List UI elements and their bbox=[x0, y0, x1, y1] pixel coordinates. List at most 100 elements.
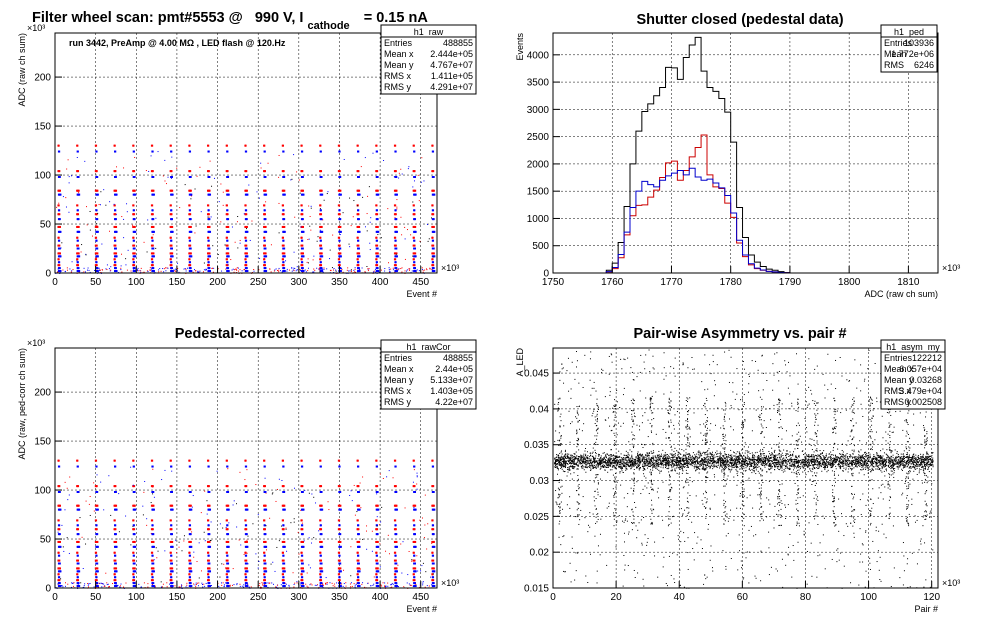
data-point bbox=[431, 269, 433, 271]
data-point bbox=[210, 521, 212, 523]
stats-key: RMS bbox=[884, 60, 904, 70]
data-point bbox=[394, 236, 397, 239]
data-point bbox=[123, 586, 125, 588]
data-point bbox=[189, 150, 192, 153]
data-point bbox=[432, 573, 434, 575]
data-point bbox=[170, 459, 172, 462]
data-point bbox=[170, 554, 173, 557]
data-point bbox=[207, 204, 210, 207]
data-point bbox=[164, 550, 166, 552]
data-point bbox=[190, 195, 192, 197]
data-point bbox=[313, 537, 315, 539]
data-point bbox=[855, 459, 857, 461]
data-point bbox=[278, 176, 280, 178]
data-point bbox=[304, 490, 306, 492]
data-point bbox=[78, 189, 80, 192]
data-point bbox=[183, 540, 185, 542]
data-point bbox=[847, 471, 849, 473]
data-point bbox=[126, 269, 128, 271]
data-point bbox=[333, 267, 335, 269]
data-point bbox=[394, 144, 397, 147]
data-point bbox=[203, 583, 205, 585]
data-point bbox=[147, 583, 149, 585]
data-point bbox=[395, 559, 397, 562]
data-point bbox=[394, 551, 397, 554]
data-point bbox=[121, 271, 123, 273]
data-point bbox=[375, 204, 378, 207]
data-point bbox=[245, 213, 248, 216]
data-point bbox=[293, 270, 295, 272]
data-point bbox=[612, 457, 614, 459]
data-point bbox=[557, 460, 559, 462]
data-point bbox=[736, 470, 738, 472]
data-point bbox=[782, 464, 784, 466]
data-point bbox=[190, 545, 193, 548]
data-point bbox=[199, 270, 201, 272]
data-point bbox=[306, 261, 308, 263]
stats-key: Mean bbox=[884, 49, 907, 59]
data-point bbox=[115, 176, 117, 178]
data-point bbox=[103, 583, 105, 585]
data-point bbox=[384, 582, 386, 584]
data-point bbox=[171, 247, 173, 250]
data-point bbox=[396, 199, 398, 201]
data-point bbox=[754, 452, 756, 454]
data-point bbox=[927, 458, 929, 460]
data-point bbox=[185, 268, 187, 270]
data-point bbox=[358, 508, 361, 511]
data-point bbox=[923, 464, 925, 466]
data-point bbox=[301, 258, 303, 261]
data-point bbox=[426, 585, 428, 587]
data-point bbox=[604, 466, 606, 468]
data-point bbox=[172, 545, 174, 548]
data-point bbox=[171, 176, 173, 178]
data-point bbox=[300, 226, 302, 228]
data-point bbox=[301, 213, 304, 216]
data-point bbox=[226, 579, 229, 582]
data-point bbox=[286, 550, 288, 552]
data-point bbox=[114, 559, 117, 562]
data-point bbox=[311, 542, 313, 544]
data-point bbox=[854, 463, 856, 465]
data-point bbox=[118, 531, 120, 533]
data-point bbox=[100, 481, 102, 483]
data-point bbox=[339, 540, 342, 543]
data-point bbox=[171, 562, 173, 565]
data-point bbox=[411, 270, 413, 272]
data-point bbox=[326, 193, 328, 195]
data-point bbox=[319, 584, 321, 586]
data-point bbox=[376, 264, 379, 267]
data-point bbox=[264, 579, 266, 582]
data-point bbox=[696, 456, 698, 458]
data-point bbox=[356, 582, 358, 584]
y-tick-label: 150 bbox=[34, 437, 51, 448]
data-point bbox=[310, 205, 312, 207]
data-point bbox=[684, 457, 686, 459]
y-tick-label: 0 bbox=[45, 269, 51, 280]
data-point bbox=[66, 267, 68, 269]
data-point bbox=[320, 528, 323, 531]
data-point bbox=[96, 252, 99, 255]
data-point bbox=[134, 570, 137, 573]
data-point bbox=[365, 530, 367, 532]
data-point bbox=[246, 225, 248, 228]
data-point bbox=[358, 255, 361, 258]
data-point bbox=[95, 239, 98, 242]
data-point bbox=[333, 583, 335, 585]
data-point bbox=[151, 573, 154, 576]
series-1 bbox=[57, 150, 436, 273]
data-point bbox=[820, 452, 822, 454]
data-point bbox=[267, 582, 269, 584]
data-point bbox=[152, 533, 155, 536]
data-point bbox=[318, 530, 320, 532]
data-point bbox=[321, 567, 323, 570]
main-title-before: Filter wheel scan: pmt#5553 @ bbox=[32, 10, 243, 26]
data-point bbox=[265, 252, 267, 255]
data-point bbox=[323, 267, 325, 269]
data-point bbox=[433, 582, 435, 585]
data-point bbox=[879, 463, 881, 465]
data-point bbox=[59, 270, 62, 273]
stats-value: 4.22e+07 bbox=[435, 397, 473, 407]
data-point bbox=[223, 563, 225, 565]
data-point bbox=[207, 216, 209, 218]
